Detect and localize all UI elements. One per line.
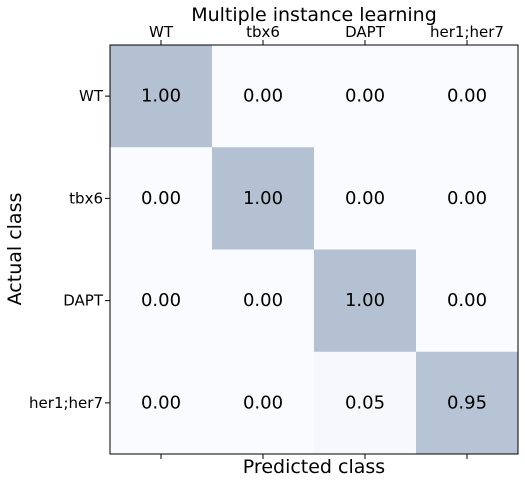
cell-value-label: 0.00 <box>447 290 487 311</box>
cell-value-label: 0.00 <box>243 86 283 107</box>
cell-value-label: 0.05 <box>345 392 385 413</box>
y-axis-label: Actual class <box>4 193 26 306</box>
heatmap-cell <box>212 249 315 353</box>
heatmap-cell <box>110 351 213 455</box>
chart-title: Multiple instance learning <box>191 4 437 26</box>
cell-value-label: 0.00 <box>141 290 181 311</box>
y-tick-label: DAPT <box>63 292 104 310</box>
x-tick-label: WT <box>149 23 174 41</box>
cell-value-label: 1.00 <box>141 86 181 107</box>
cell-value-label: 0.95 <box>447 392 487 413</box>
cell-value-label: 1.00 <box>345 290 385 311</box>
x-tick-label: DAPT <box>345 23 386 41</box>
heatmap-cell <box>416 249 519 353</box>
heatmap-cell <box>110 249 213 353</box>
heatmap-cell <box>314 249 417 353</box>
x-axis-label: Predicted class <box>243 456 385 478</box>
heatmap-cell <box>314 45 417 148</box>
heatmap-cell <box>314 147 417 250</box>
heatmap-cell-labels: 1.00 0.00 0.00 0.00 0.00 1.00 0.00 0.00 0.00 0.00… <box>141 86 487 414</box>
heatmap-cell <box>212 351 315 455</box>
heatmap-cell <box>416 351 519 455</box>
heatmap-cell <box>314 351 417 455</box>
axis-ticks: WT tbx6 DAPT her1;her7 WT tbx6 DAPT her1;her7 <box>29 23 504 459</box>
plot-frame <box>109 44 519 455</box>
x-tick-label: tbx6 <box>246 23 280 41</box>
heatmap-cell <box>212 45 315 148</box>
heatmap-cell <box>212 147 315 250</box>
heatmap-cell <box>416 45 519 148</box>
cell-value-label: 0.00 <box>243 392 283 413</box>
heatmap-cell <box>110 45 213 148</box>
cell-value-label: 0.00 <box>345 188 385 209</box>
heatmap-cells <box>110 45 519 455</box>
cell-value-label: 0.00 <box>141 392 181 413</box>
cell-value-label: 0.00 <box>243 290 283 311</box>
x-tick-label: her1;her7 <box>430 23 504 41</box>
cell-value-label: 0.00 <box>141 188 181 209</box>
heatmap-cell <box>416 147 519 250</box>
cell-value-label: 1.00 <box>243 188 283 209</box>
cell-value-label: 0.00 <box>447 188 487 209</box>
y-tick-label: tbx6 <box>69 189 103 207</box>
heatmap-cell <box>110 147 213 250</box>
y-tick-label: WT <box>79 87 104 105</box>
y-tick-label: her1;her7 <box>29 394 103 412</box>
cell-value-label: 0.00 <box>447 86 487 107</box>
cell-value-label: 0.00 <box>345 86 385 107</box>
